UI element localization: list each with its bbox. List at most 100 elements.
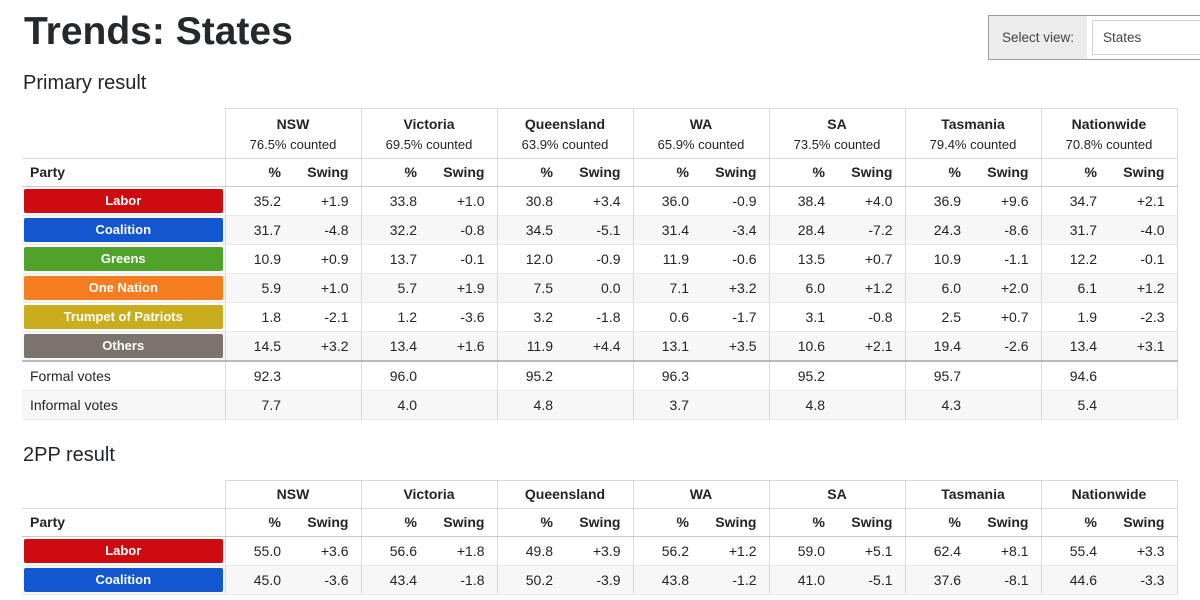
pct-cell: 36.0 [632, 186, 701, 216]
state-header-victoria: Victoria [360, 480, 497, 509]
swing-header-queensland: Swing [565, 158, 633, 187]
section-heading-primary: Primary result [23, 72, 147, 94]
swing-cell: -1.8 [565, 302, 633, 332]
pct-cell: 11.9 [632, 244, 701, 274]
pct-cell: 59.0 [768, 536, 837, 566]
pct-cell: 38.4 [768, 186, 837, 216]
state-name: Queensland [524, 116, 606, 132]
swing-cell: -1.7 [701, 302, 769, 332]
swing-cell: -0.6 [701, 244, 769, 274]
swing-cell: +3.9 [565, 536, 633, 566]
counted-tasmania: 79.4% counted [929, 137, 1017, 152]
pct-cell: 62.4 [904, 536, 973, 566]
pct-cell: 49.8 [496, 536, 565, 566]
state-name: NSW [276, 486, 310, 502]
pct-cell: 6.1 [1040, 273, 1109, 303]
pct-cell: 0.6 [632, 302, 701, 332]
column-header-row: Party% Swing% Swing% Swing% Swing% Swing% Swin… [22, 158, 1177, 187]
swing-cell: -5.1 [565, 215, 633, 245]
tpp-result-section: NSW Victoria Queensland WA SA Tasmania Nationw… [0, 480, 1200, 595]
pct-header-queensland: % [496, 508, 565, 537]
pct-cell: 11.9 [496, 331, 565, 362]
swing-header-tasmania: Swing [973, 508, 1041, 537]
pct-cell: 95.7 [904, 360, 973, 391]
party-badge-trumpet-of-patriots: Trumpet of Patriots [24, 305, 223, 329]
swing-cell [429, 390, 497, 420]
pct-cell: 50.2 [496, 565, 565, 595]
swing-cell: +3.1 [1109, 331, 1177, 362]
swing-header-nsw: Swing [293, 508, 361, 537]
swing-cell: -0.1 [429, 244, 497, 274]
pct-cell: 10.9 [224, 244, 293, 274]
swing-cell: +3.3 [1109, 536, 1177, 566]
view-select[interactable]: States [1092, 20, 1200, 55]
swing-cell: -1.2 [701, 565, 769, 595]
pct-header-sa: % [768, 158, 837, 187]
party-badge-labor: Labor [24, 539, 223, 563]
party-cell: Greens [22, 244, 225, 274]
state-header-row: NSW 76.5% counted Victoria 69.5% counted Que… [22, 108, 1177, 159]
pct-cell: 32.2 [360, 215, 429, 245]
swing-header-tasmania: Swing [973, 158, 1041, 187]
row-greens: Greens 10.9 +0.9 13.7 -0.1 12.0 -0.9 11.9 -0.6 13… [22, 244, 1177, 274]
pct-cell: 4.8 [768, 390, 837, 420]
swing-cell: +2.0 [973, 273, 1041, 303]
pct-cell: 3.7 [632, 390, 701, 420]
swing-cell: -3.4 [701, 215, 769, 245]
swing-cell: -1.8 [429, 565, 497, 595]
pct-cell: 31.4 [632, 215, 701, 245]
pct-cell: 94.6 [1040, 360, 1109, 391]
swing-cell: +3.6 [293, 536, 361, 566]
pct-cell: 33.8 [360, 186, 429, 216]
swing-cell: +1.2 [701, 536, 769, 566]
pct-header-nsw: % [224, 158, 293, 187]
pct-cell: 12.0 [496, 244, 565, 274]
pct-cell: 34.5 [496, 215, 565, 245]
swing-cell: -4.0 [1109, 215, 1177, 245]
state-name: Nationwide [1071, 116, 1147, 132]
swing-cell: +0.7 [973, 302, 1041, 332]
row-coalition: Coalition 31.7 -4.8 32.2 -0.8 34.5 -5.1 31.4 -3.… [22, 215, 1177, 245]
swing-cell: +3.2 [293, 331, 361, 362]
swing-cell: +0.9 [293, 244, 361, 274]
pct-header-tasmania: % [904, 508, 973, 537]
swing-cell: +4.0 [837, 186, 905, 216]
swing-cell: -0.8 [837, 302, 905, 332]
party-column-header: Party [22, 508, 225, 537]
swing-cell: +2.1 [837, 331, 905, 362]
view-selector: Select view: States [988, 15, 1200, 60]
state-header-queensland: Queensland [496, 480, 633, 509]
pct-cell: 2.5 [904, 302, 973, 332]
row-coalition: Coalition 45.0 -3.6 43.4 -1.8 50.2 -3.9 43.8 -1.… [22, 565, 1177, 595]
table-corner [22, 480, 225, 509]
swing-header-nationwide: Swing [1109, 508, 1177, 537]
swing-cell: +2.1 [1109, 186, 1177, 216]
pct-cell: 34.7 [1040, 186, 1109, 216]
state-header-nsw: NSW [224, 480, 361, 509]
swing-cell [837, 390, 905, 420]
pct-cell: 96.3 [632, 360, 701, 391]
swing-cell [293, 360, 361, 391]
swing-cell: +9.6 [973, 186, 1041, 216]
pct-cell: 14.5 [224, 331, 293, 362]
section-heading-2pp: 2PP result [23, 444, 115, 466]
row-others: Others 14.5 +3.2 13.4 +1.6 11.9 +4.4 13.1 +3.5 10… [22, 331, 1177, 362]
swing-cell [973, 360, 1041, 391]
pct-cell: 4.0 [360, 390, 429, 420]
pct-header-sa: % [768, 508, 837, 537]
swing-header-queensland: Swing [565, 508, 633, 537]
swing-cell [1109, 360, 1177, 391]
pct-header-nationwide: % [1040, 158, 1109, 187]
row-informal-votes: Informal votes 7.7 4.0 4.8 3.7 4.8 4.3 5.4 [22, 390, 1177, 420]
swing-cell: -3.6 [429, 302, 497, 332]
swing-cell: +1.6 [429, 331, 497, 362]
pct-cell: 95.2 [768, 360, 837, 391]
swing-cell: +3.2 [701, 273, 769, 303]
swing-cell [701, 360, 769, 391]
party-column-header: Party [22, 158, 225, 187]
state-header-nationwide: Nationwide [1040, 480, 1177, 509]
pct-cell: 92.3 [224, 360, 293, 391]
state-name: Nationwide [1071, 486, 1147, 502]
view-selector-label: Select view: [989, 16, 1088, 59]
pct-cell: 31.7 [1040, 215, 1109, 245]
